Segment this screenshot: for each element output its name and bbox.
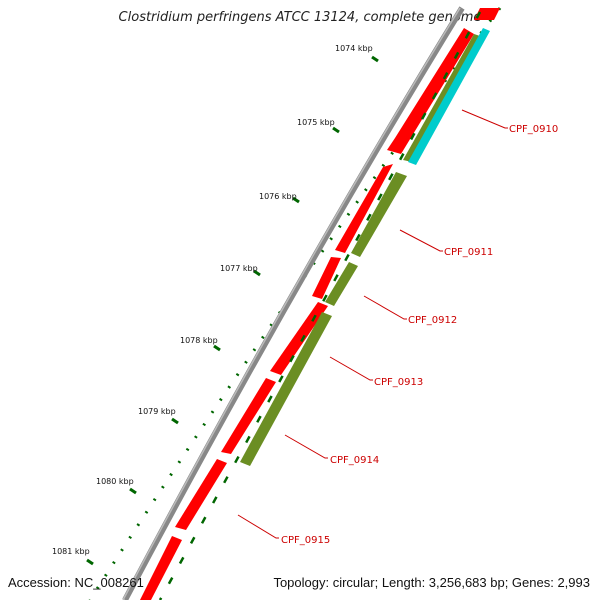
topology-text: Topology: circular; Length: 3,256,683 bp… [273,575,590,590]
major-tick [213,344,221,352]
backbone-track [122,6,465,600]
gene-arrow-reverse[interactable] [351,172,407,257]
tick-label: 1080 kbp [96,477,134,486]
major-tick [86,558,94,566]
gene-label: CPF_0915 [281,535,330,546]
gene-labels: CPF_0910 CPF_0911 CPF_0912 CPF_0913 CPF_… [281,124,558,546]
tick-label: 1077 kbp [220,264,258,273]
forward-strand-track [140,8,500,600]
gene-arrow-forward[interactable] [175,459,227,530]
gene-label: CPF_0913 [374,377,423,388]
tick-label: 1081 kbp [52,547,90,556]
major-tick [371,55,379,63]
major-tick [129,487,137,495]
gene-arrow-forward[interactable] [221,378,276,454]
gene-arrow-cyan[interactable] [408,28,490,165]
gene-label: CPF_0912 [408,315,457,326]
tick-label: 1079 kbp [138,407,176,416]
tick-label: 1078 kbp [180,336,218,345]
gene-arrow-reverse[interactable] [325,262,358,306]
gene-arrow-forward[interactable] [387,28,474,154]
major-tick [332,126,340,134]
major-ticks [86,55,379,566]
gene-arrow-forward[interactable] [335,164,393,253]
tick-label: 1075 kbp [297,118,335,127]
inner-tick-track [158,11,482,600]
major-tick [253,269,261,277]
gene-arrow-forward[interactable] [474,8,500,20]
gene-label: CPF_0911 [444,247,493,258]
tick-label: 1076 kbp [259,192,297,201]
major-tick [292,196,300,204]
gene-leader-lines [237,109,508,539]
tick-labels: 1074 kbp 1075 kbp 1076 kbp 1077 kbp 1078… [52,44,373,556]
gene-arrow-forward[interactable] [312,257,341,299]
gene-arrow-reverse[interactable] [240,312,332,466]
gene-label: CPF_0910 [509,124,558,135]
gene-arrow-forward[interactable] [140,536,182,600]
accession-text: Accession: NC_008261 [8,575,144,590]
major-tick [171,417,179,425]
map-title: Clostridium perfringens ATCC 13124, comp… [118,10,482,25]
gene-label: CPF_0914 [330,455,379,466]
minor-tick-track [88,7,502,600]
tick-label: 1074 kbp [335,44,373,53]
